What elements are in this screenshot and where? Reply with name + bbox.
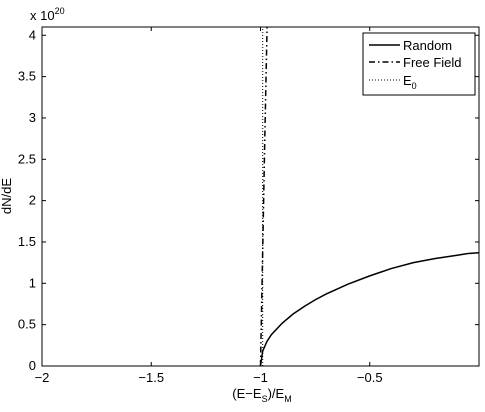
- y-tick-label: 2: [29, 193, 36, 208]
- y-scale-factor: x 1020: [30, 6, 65, 23]
- series-free-field-line: [259, 26, 268, 367]
- legend-label-random: Random: [403, 38, 452, 53]
- x-tick-label: −2: [35, 370, 50, 385]
- y-tick-label: 3.5: [18, 69, 36, 84]
- legend-box: [362, 32, 476, 96]
- y-tick-label: 0.5: [18, 317, 36, 332]
- y-tick-label: 1: [29, 275, 36, 290]
- x-axis-label: (E−ES)/EM: [232, 386, 291, 404]
- y-tick-label: 2.5: [18, 151, 36, 166]
- ticks: −2 −1.5 −1 −0.5 0 0.5 1 1.5 2 2.5 3 3.5 4: [18, 27, 479, 385]
- legend-label-e0: E0: [403, 73, 417, 91]
- series-layer: [259, 26, 480, 367]
- x-tick-label: −1: [253, 370, 268, 385]
- y-tick-label: 3: [29, 110, 36, 125]
- x-tick-label: −1.5: [138, 370, 164, 385]
- series-random-line: [259, 251, 480, 367]
- x-tick-label: −0.5: [357, 370, 383, 385]
- legend-label-free-field: Free Field: [403, 55, 462, 70]
- y-tick-label: 1.5: [18, 234, 36, 249]
- y-axis-label: dN/dE: [0, 178, 14, 214]
- y-tick-label: 4: [29, 27, 36, 42]
- legend: Random Free Field E0: [362, 32, 476, 96]
- y-tick-label: 0: [29, 358, 36, 373]
